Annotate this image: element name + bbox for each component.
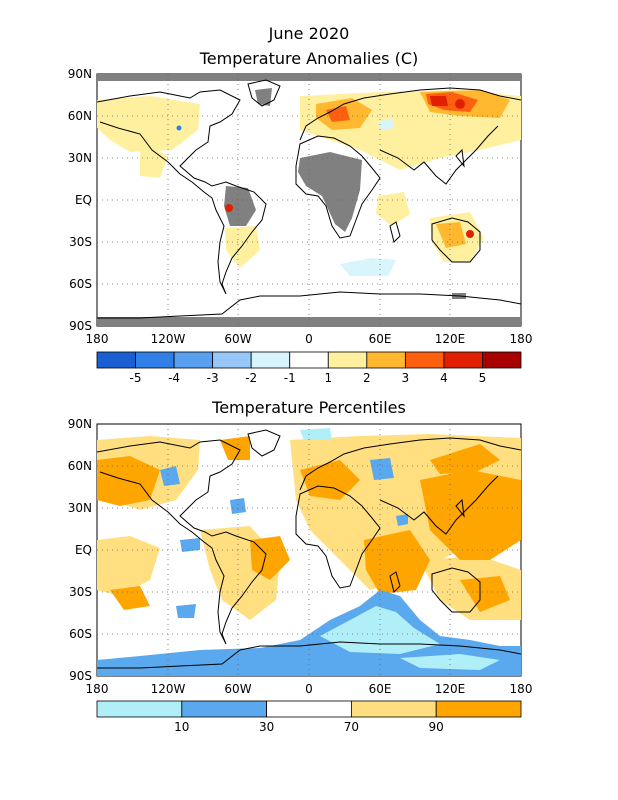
map2-colorbar-label-1: 30 (259, 720, 274, 734)
map1-lat-60n: 60N (68, 109, 92, 123)
map1-colorbar-swatch-2 (173, 351, 214, 369)
map1-lon-60w: 60W (224, 332, 251, 346)
map1-colorbar-swatch-0 (96, 351, 136, 369)
map1-lon-0: 0 (305, 332, 313, 346)
map1-colorbar-swatch-10 (482, 351, 522, 369)
map2-lon-120w: 120W (151, 682, 186, 696)
map2-fields (97, 428, 521, 676)
map2-colorbar-label-2: 70 (344, 720, 359, 734)
map1-missing-africa (298, 152, 362, 232)
map2-lon-60w: 60W (224, 682, 251, 696)
map1-lat-90n: 90N (68, 67, 92, 81)
map1-colorbar (96, 351, 522, 369)
map1-missing-arctic (97, 74, 521, 81)
map2-lon-60e: 60E (369, 682, 392, 696)
map1-colorbar-label-6: 2 (363, 371, 371, 385)
map2-lat-30s: 30S (69, 585, 92, 599)
map2-lon-labels: 180 120W 60W 0 60E 120E 180 (86, 682, 533, 696)
map2-coastlines (97, 429, 521, 669)
map2-lat-eq: EQ (75, 543, 92, 557)
map1-colorbar-label-4: -1 (284, 371, 296, 385)
map2-lon-0: 0 (305, 682, 313, 696)
map2-gridlines (97, 424, 521, 676)
map1-lat-30s: 30S (69, 235, 92, 249)
map1-colorbar-labels: -5 -4 -3 -2 -1 1 2 3 4 5 (130, 371, 487, 385)
map1-colorbar-label-9: 5 (479, 371, 487, 385)
map1-colorbar-swatch-3 (212, 351, 252, 369)
map1-colorbar-label-7: 3 (402, 371, 410, 385)
map2-colorbar-swatch-3 (350, 700, 437, 718)
map1-colorbar-label-3: -2 (245, 371, 257, 385)
map2-colorbar-labels: 10 30 70 90 (174, 720, 444, 734)
map1-missing-amazon (224, 186, 256, 226)
map1-missing-antarctic (97, 317, 521, 326)
map1-lat-eq: EQ (75, 193, 92, 207)
map1-gridlines (97, 74, 521, 326)
map1-lat-30n: 30N (68, 151, 92, 165)
map1-colorbar-swatch-8 (404, 351, 445, 369)
map2-lon-120e: 120E (435, 682, 466, 696)
map2-lon-180e: 180 (510, 682, 533, 696)
map1-lon-120w: 120W (151, 332, 186, 346)
map1-lat-60s: 60S (69, 277, 92, 291)
map1-lon-180e: 180 (510, 332, 533, 346)
map1-title: Temperature Anomalies (C) (199, 49, 419, 68)
map1-colorbar-swatch-1 (135, 351, 175, 369)
map2-panel: 90N 60N 30N EQ 30S 60S 90S 180 120W 60W … (68, 417, 533, 734)
page-title: June 2020 (268, 24, 350, 43)
map2-colorbar (96, 700, 522, 718)
map1-lon-120e: 120E (435, 332, 466, 346)
map1-colorbar-label-1: -4 (168, 371, 180, 385)
map1-colorbar-swatch-9 (443, 351, 483, 369)
map2-lat-90n: 90N (68, 417, 92, 431)
map2-colorbar-swatch-2 (266, 700, 352, 718)
map1-colorbar-swatch-7 (366, 351, 406, 369)
map2-colorbar-swatch-1 (181, 700, 268, 718)
map2-lat-60n: 60N (68, 459, 92, 473)
map2-colorbar-swatch-4 (435, 700, 522, 718)
map2-colorbar-label-0: 10 (174, 720, 189, 734)
map1-panel: 90N 60N 30N EQ 30S 60S 90S 180 120W 60W … (68, 67, 533, 385)
map1-coastlines (97, 79, 521, 319)
map2-colorbar-label-3: 90 (429, 720, 444, 734)
map1-colorbar-label-0: -5 (130, 371, 142, 385)
map2-lat-labels: 90N 60N 30N EQ 30S 60S 90S (68, 417, 92, 683)
map1-colorbar-label-2: -3 (207, 371, 219, 385)
map1-colorbar-swatch-4 (250, 351, 291, 369)
map1-lon-60e: 60E (369, 332, 392, 346)
map2-title: Temperature Percentiles (211, 398, 406, 417)
map1-colorbar-swatch-5 (289, 351, 329, 369)
map2-lon-180w: 180 (86, 682, 109, 696)
map1-colorbar-label-8: 4 (440, 371, 448, 385)
map1-colorbar-swatch-6 (327, 351, 368, 369)
map1-missing-greenland (255, 88, 272, 106)
map1-lon-labels: 180 120W 60W 0 60E 120E 180 (86, 332, 533, 346)
map1-lon-180w: 180 (86, 332, 109, 346)
map2-lat-30n: 30N (68, 501, 92, 515)
map1-lat-90s: 90S (69, 319, 92, 333)
map2-lat-60s: 60S (69, 627, 92, 641)
map1-colorbar-label-5: 1 (324, 371, 332, 385)
map2-colorbar-swatch-0 (96, 700, 183, 718)
map1-lat-labels: 90N 60N 30N EQ 30S 60S 90S (68, 67, 92, 333)
map2-lat-90s: 90S (69, 669, 92, 683)
